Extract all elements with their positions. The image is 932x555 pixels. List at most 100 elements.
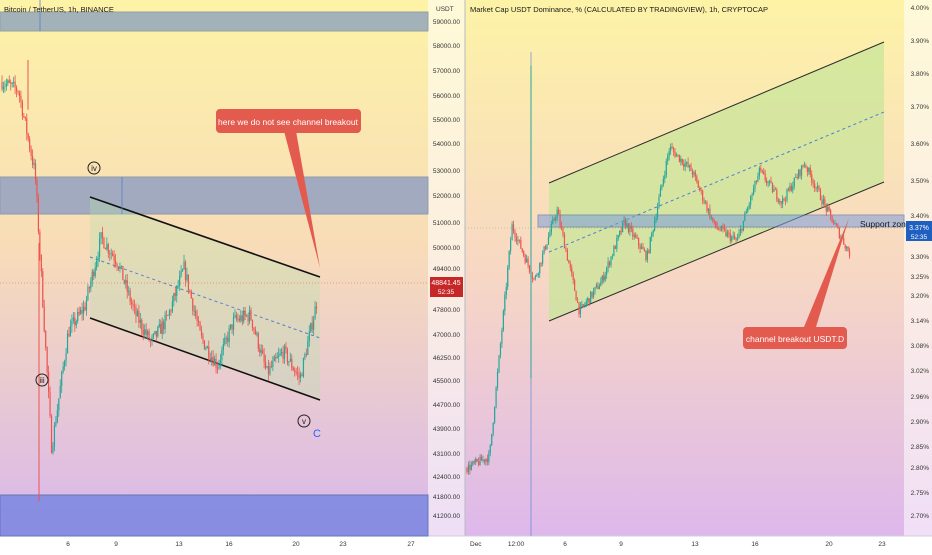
right-candle-body — [744, 213, 746, 221]
left-candle-body — [272, 360, 274, 367]
right-candle-body — [792, 185, 794, 191]
right-candle-body — [520, 239, 522, 249]
right-candle-body — [495, 387, 497, 408]
left-candle-body — [101, 232, 104, 238]
right-candle-body — [715, 221, 717, 227]
right-candle-body — [608, 261, 611, 266]
right-candle-body — [814, 183, 816, 189]
left-candle-body — [110, 253, 112, 255]
left-candle-body — [219, 360, 222, 364]
left-date-tick: 6 — [66, 541, 70, 548]
right-candle-body — [630, 226, 632, 229]
right-candle-body — [726, 232, 728, 237]
left-date-tick: 27 — [407, 541, 415, 548]
left-candle-body — [250, 310, 252, 320]
right-candle-body — [539, 262, 541, 274]
left-candle-body — [120, 265, 123, 267]
right-candle-body — [552, 219, 554, 224]
left-candle-body — [154, 330, 156, 334]
left-candle-body — [241, 315, 243, 322]
right-chart-title: Market Cap USDT Dominance, % (CALCULATED… — [470, 5, 768, 14]
left-candle-body — [139, 319, 141, 323]
right-candle-body — [690, 165, 692, 171]
right-candle-body — [767, 182, 769, 184]
right-candle-body — [754, 180, 756, 189]
left-panel-background — [0, 0, 465, 550]
left-callout-box[interactable] — [216, 109, 361, 133]
right-callout-box[interactable] — [743, 327, 847, 349]
right-candle-body — [475, 459, 477, 463]
left-candle-body — [214, 358, 216, 366]
left-candle-body — [171, 301, 173, 312]
right-candle-body — [824, 199, 826, 205]
left-candle-body — [164, 315, 166, 330]
right-candle-body — [511, 224, 513, 241]
left-price-tick: 47800.00 — [433, 307, 460, 314]
right-candle-body — [812, 182, 814, 184]
right-pct-tick: 3.14% — [911, 318, 930, 325]
right-candle-body — [622, 222, 624, 232]
right-candle-body — [595, 284, 598, 288]
right-candle-body — [582, 304, 584, 306]
left-candle-body — [216, 367, 219, 369]
right-candle-body — [803, 165, 806, 167]
left-candle-body — [308, 331, 310, 342]
right-candle-body — [684, 163, 686, 167]
right-candle-body — [709, 208, 711, 218]
left-callout-pointer — [284, 131, 320, 268]
right-candle-body — [590, 291, 592, 303]
left-candle-body — [23, 116, 25, 117]
left-candle-body — [62, 366, 64, 372]
left-candle-body — [104, 248, 106, 250]
left-candle-body — [133, 305, 136, 307]
left-candle-body — [269, 366, 271, 375]
right-pct-tick: 4.00% — [911, 5, 930, 12]
left-candle-body — [91, 271, 93, 282]
right-price-scale[interactable] — [904, 0, 932, 536]
left-candle-body — [165, 315, 168, 316]
left-candle-body — [186, 274, 188, 280]
right-candle-body — [613, 246, 615, 256]
left-price-tick: 47000.00 — [433, 332, 460, 339]
right-candle-body — [827, 206, 829, 212]
right-candle-body — [722, 226, 724, 229]
left-candle-body — [90, 281, 92, 289]
left-candle-body — [71, 320, 73, 326]
right-candle-body — [617, 235, 619, 239]
right-candle-body — [702, 190, 704, 201]
left-price-tick: 54000.00 — [433, 141, 460, 148]
left-candle-body — [263, 353, 265, 362]
right-candle-body — [562, 228, 564, 235]
right-candle-body — [560, 225, 563, 229]
right-candle-body — [494, 407, 496, 423]
wave-label-iii: iii — [35, 373, 49, 387]
left-price-scale[interactable] — [428, 0, 465, 536]
right-candle-body — [534, 275, 536, 279]
right-candle-body — [559, 214, 561, 226]
right-candle-body — [547, 236, 550, 245]
right-candle-body — [844, 244, 846, 249]
right-candle-body — [763, 171, 765, 174]
left-candle-body — [147, 331, 149, 335]
right-candle-body — [642, 246, 644, 250]
left-candle-body — [292, 368, 294, 371]
right-candle-body — [766, 180, 768, 184]
right-candle-body — [821, 200, 823, 205]
right-candle-body — [470, 464, 472, 470]
right-candle-body — [831, 215, 833, 223]
right-candle-body — [739, 228, 742, 233]
right-candle-body — [751, 194, 753, 196]
left-candle-body — [247, 315, 249, 322]
right-candle-body — [670, 146, 672, 152]
right-candle-body — [578, 302, 580, 315]
right-candle-body — [760, 167, 762, 171]
right-candle-body — [524, 255, 526, 263]
right-candle-body — [507, 267, 509, 288]
left-date-tick: 13 — [175, 541, 183, 548]
right-candle-body — [837, 225, 839, 228]
right-candle-body — [847, 246, 849, 252]
right-candle-body — [575, 290, 577, 301]
left-candle-body — [196, 316, 198, 321]
support-zone-label: Support zon — [860, 219, 906, 229]
